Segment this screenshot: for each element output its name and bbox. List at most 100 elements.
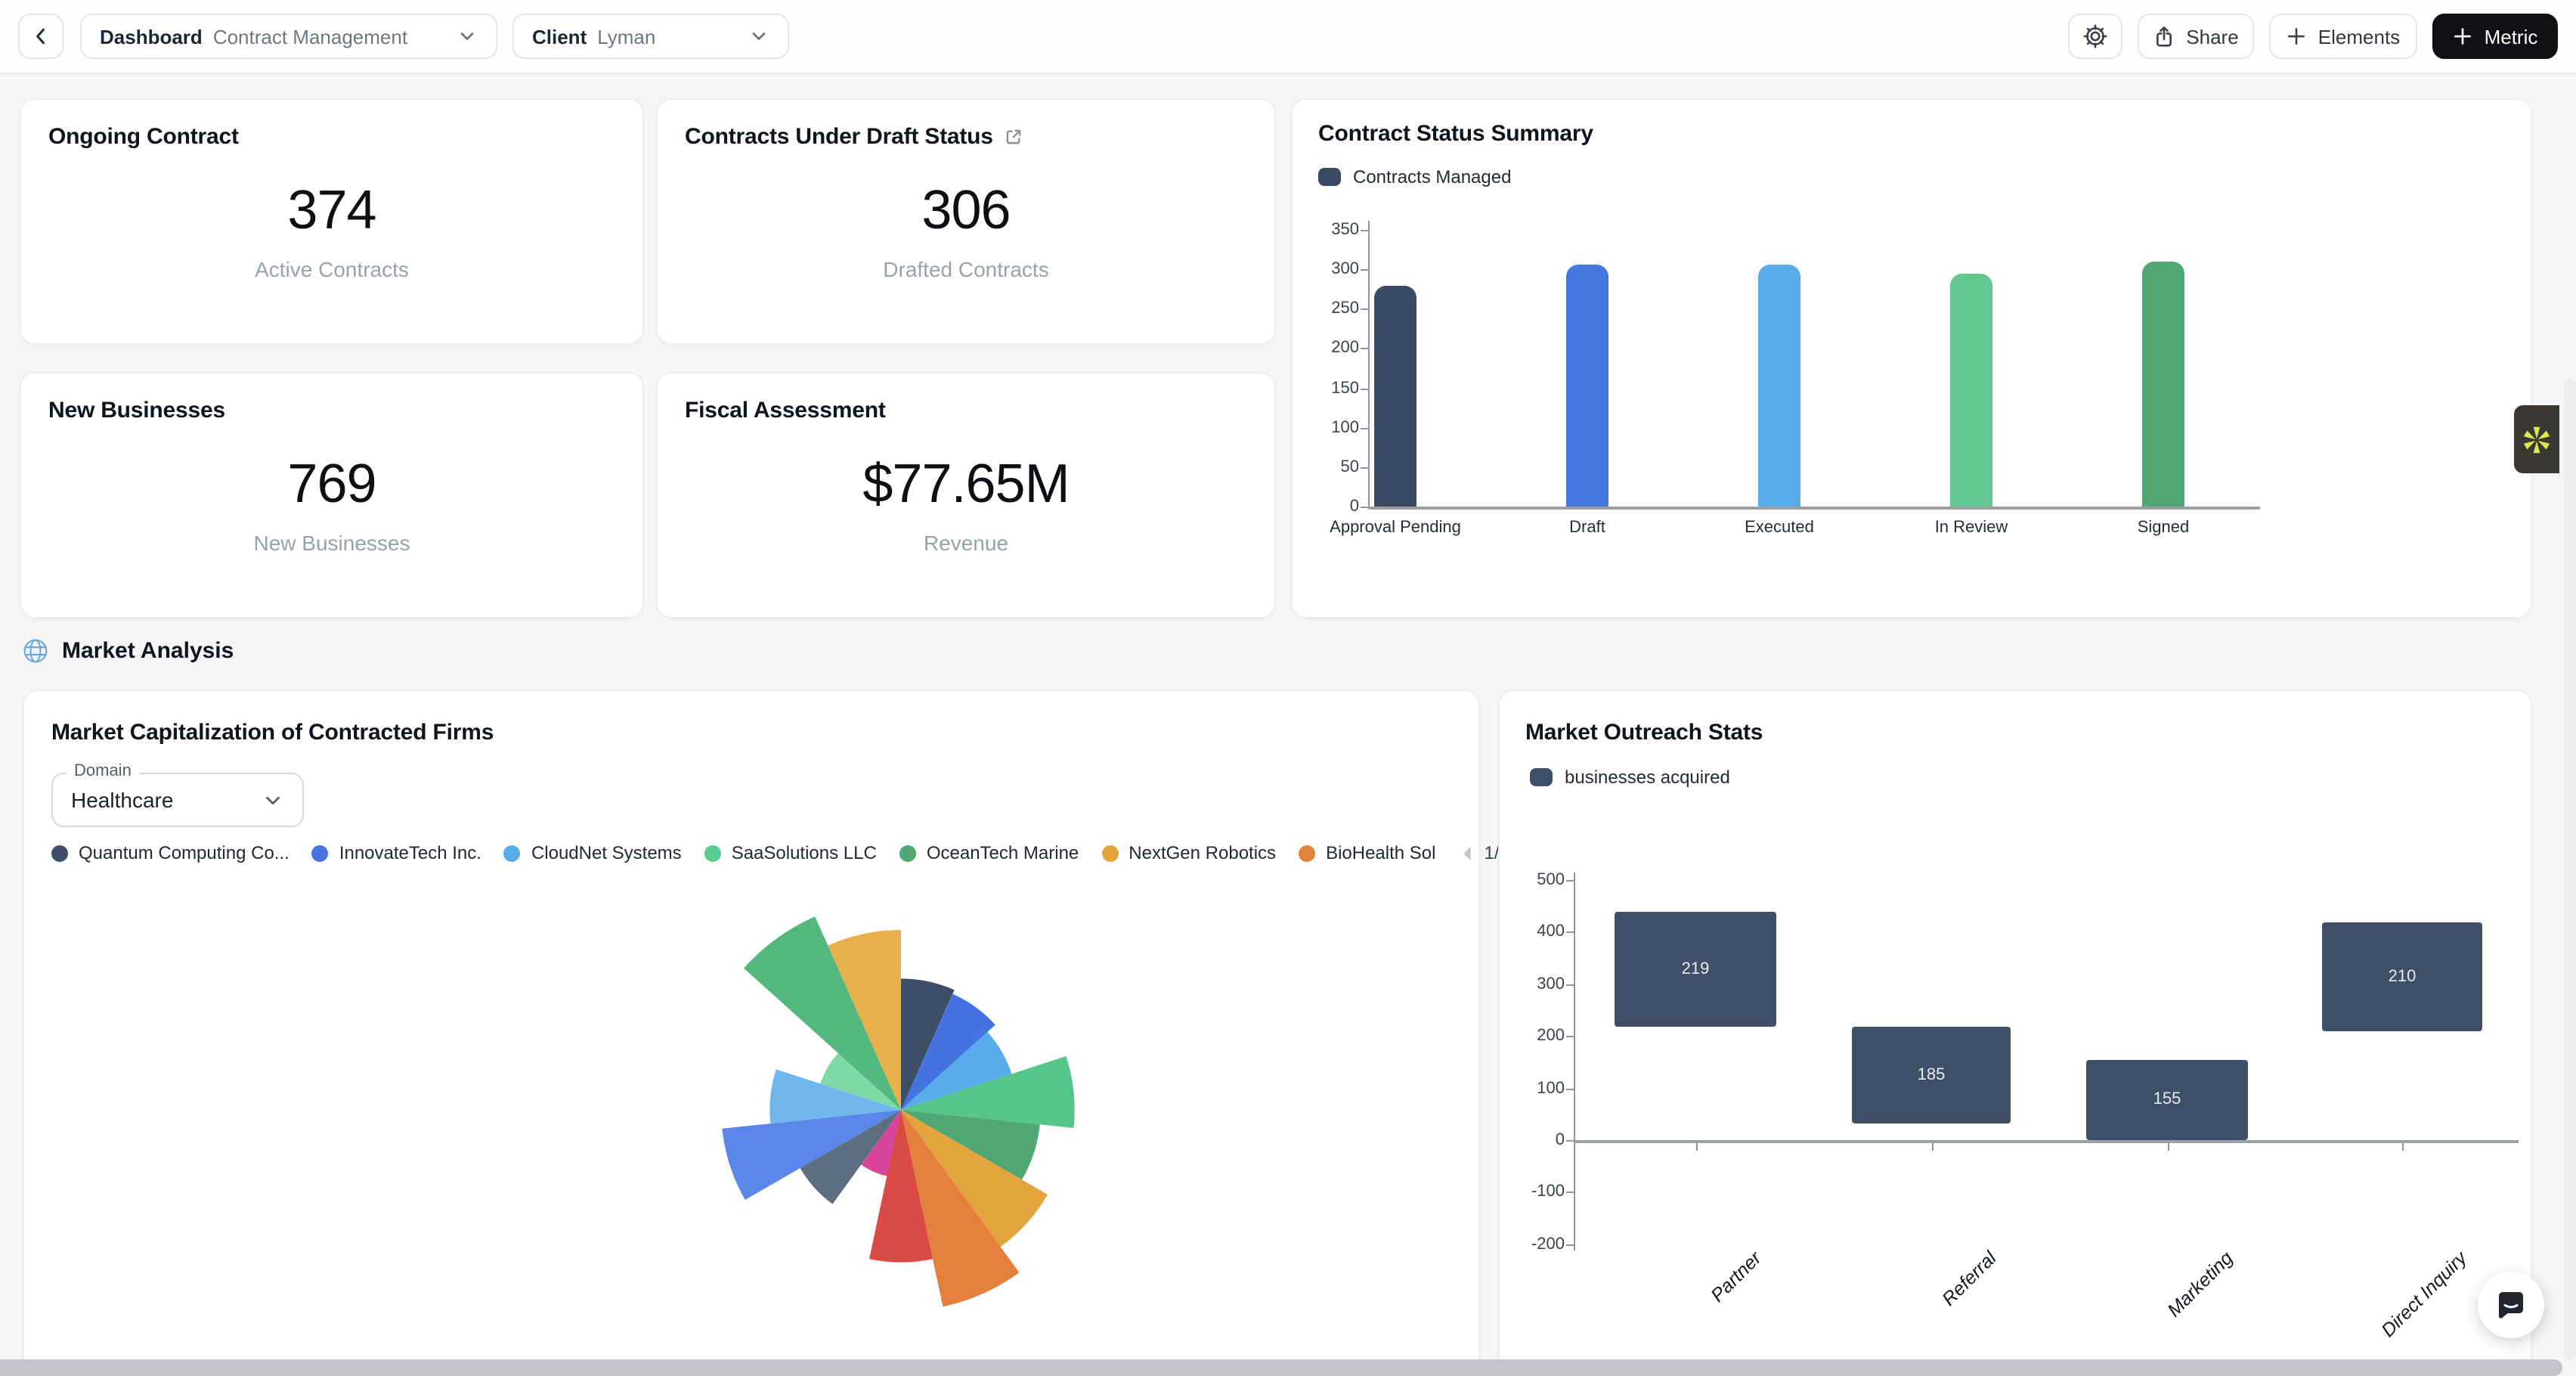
legend-item-label: Quantum Computing Co... <box>79 842 289 863</box>
pie-legend-item[interactable]: NextGen Robotics <box>1101 842 1276 863</box>
rose-slice[interactable] <box>861 1110 901 1176</box>
domain-select[interactable]: Healthcare <box>51 773 304 827</box>
x-axis-category-label: In Review <box>1934 519 2008 537</box>
waterfall-bar-marketing[interactable]: 155 <box>2086 1059 2248 1140</box>
y-axis-tick-mark <box>1566 931 1574 934</box>
plus-icon <box>2287 26 2308 47</box>
chat-bubble-icon <box>2493 1287 2529 1323</box>
y-axis-tick-mark <box>1566 1192 1574 1194</box>
horizontal-scrollbar-thumb[interactable] <box>0 1359 2562 1376</box>
x-axis-category-label: Partner <box>1706 1247 1765 1306</box>
x-axis-tick-mark <box>2402 1143 2404 1151</box>
card-title: New Businesses <box>48 398 225 423</box>
legend-dot <box>311 845 329 861</box>
x-axis-category-label: Marketing <box>2163 1247 2237 1322</box>
legend-dot <box>503 845 521 861</box>
x-axis-tick-mark <box>2167 1143 2169 1151</box>
y-axis-tick-label: 150 <box>1331 379 1359 398</box>
rose-slice[interactable] <box>820 1053 901 1110</box>
spark-asterisk-icon <box>2520 423 2553 456</box>
waterfall-bar-referral[interactable]: 185 <box>1852 1027 2011 1123</box>
y-axis-tick-mark <box>1361 308 1368 311</box>
y-axis-tick-label: 100 <box>1537 1079 1565 1098</box>
client-selector[interactable]: Client Lyman <box>512 14 789 59</box>
pie-legend-item[interactable]: OceanTech Marine <box>899 842 1079 863</box>
bar-in-review[interactable] <box>1950 273 1992 507</box>
pie-legend-item[interactable]: InnovateTech Inc. <box>311 842 481 863</box>
y-axis-tick-mark <box>1566 1244 1574 1246</box>
bar-draft[interactable] <box>1566 265 1608 507</box>
pie-legend-item[interactable]: Quantum Computing Co... <box>51 842 289 863</box>
rose-slice[interactable] <box>828 930 901 1110</box>
rose-slice[interactable] <box>769 1069 901 1124</box>
legend-swatch <box>1530 768 1553 786</box>
add-elements-button[interactable]: Elements <box>2269 14 2417 59</box>
bar-signed[interactable] <box>2142 262 2184 507</box>
y-axis-tick-label: 400 <box>1537 922 1565 941</box>
metric-card-new-businesses: New Businesses 769 New Businesses <box>20 372 644 618</box>
external-link-icon[interactable] <box>1004 127 1023 147</box>
x-axis-tick-mark <box>1695 1143 1697 1151</box>
rose-slice-saasolutions-llc[interactable] <box>901 1056 1075 1128</box>
y-axis-tick-mark <box>1566 880 1574 882</box>
pie-legend-item[interactable]: SaaSolutions LLC <box>704 842 877 863</box>
settings-button[interactable] <box>2068 14 2122 59</box>
rose-slice-cloudnet-systems[interactable] <box>901 1032 1012 1110</box>
top-bar: Dashboard Contract Management Client Lym… <box>0 0 2576 74</box>
legend-item-label: NextGen Robotics <box>1129 842 1277 863</box>
rose-slice[interactable] <box>869 1110 933 1263</box>
bar-executed[interactable] <box>1758 264 1800 507</box>
legend-businesses-acquired[interactable]: businesses acquired <box>1530 767 1730 788</box>
bar-chart-plot-area: 0 50 100 150 200 250 300 350 Approval Pending Dra… <box>1293 100 2534 620</box>
rose-slice-biohealth-sol[interactable] <box>901 1110 1020 1307</box>
y-axis-line <box>1368 221 1370 507</box>
metric-caption: Revenue <box>923 531 1009 555</box>
market-outreach-card: Market Outreach Stats businesses acquire… <box>1498 690 2532 1376</box>
legend-item-label: BioHealth Sol <box>1326 842 1436 863</box>
rose-slice-innovatetech-inc[interactable] <box>901 993 995 1110</box>
chevron-down-icon <box>748 26 769 47</box>
chart-title: Contract Status Summary <box>1318 121 1593 147</box>
rose-slice[interactable] <box>744 916 901 1110</box>
pie-legend-item[interactable]: CloudNet Systems <box>503 842 682 863</box>
rose-slice[interactable] <box>722 1110 901 1200</box>
x-axis-tick-mark <box>1931 1143 1933 1151</box>
y-axis-tick-mark <box>1566 984 1574 986</box>
y-axis-tick-label: 0 <box>1555 1131 1565 1149</box>
y-axis-tick-mark <box>1566 1036 1574 1038</box>
contract-status-summary-card: Contract Status Summary Contracts Manage… <box>1291 98 2532 618</box>
legend-dot <box>1101 845 1119 861</box>
legend-contracts-managed[interactable]: Contracts Managed <box>1318 166 1511 187</box>
metric-card-ongoing-contract: Ongoing Contract 374 Active Contracts <box>20 98 644 345</box>
rose-slice[interactable] <box>800 1110 901 1204</box>
legend-page-prev-icon[interactable] <box>1459 845 1475 861</box>
rose-slice-nextgen-robotics[interactable] <box>901 1110 1048 1247</box>
y-axis-tick-label: -100 <box>1531 1182 1565 1201</box>
vertical-scrollbar[interactable] <box>2564 378 2576 1359</box>
rose-polar-chart <box>722 916 1075 1307</box>
legend-dot <box>704 845 721 861</box>
share-button[interactable]: Share <box>2138 14 2254 59</box>
y-axis-tick-mark <box>1361 427 1368 429</box>
metric-card-fiscal-assessment: Fiscal Assessment $77.65M Revenue <box>656 372 1276 618</box>
waterfall-bar-direct-inquiry[interactable]: 210 <box>2322 922 2482 1031</box>
y-axis-tick-mark <box>1361 348 1368 350</box>
x-axis-category-label: Direct Inquiry <box>2377 1247 2472 1341</box>
globe-icon <box>23 638 48 664</box>
add-metric-button[interactable]: Metric <box>2432 14 2558 59</box>
bar-approval-pending[interactable] <box>1374 285 1416 507</box>
waterfall-bar-partner[interactable]: 219 <box>1615 912 1776 1027</box>
domain-select-label: Domain <box>67 762 139 780</box>
dashboard-selector[interactable]: Dashboard Contract Management <box>80 14 497 59</box>
assistant-spark-tab[interactable] <box>2514 405 2559 473</box>
pie-legend-item[interactable]: BioHealth Sol <box>1299 842 1436 863</box>
rose-slice-oceantech-marine[interactable] <box>901 1110 1040 1180</box>
client-selector-label: Client <box>532 25 587 48</box>
card-title: Ongoing Contract <box>48 124 239 150</box>
share-icon <box>2153 25 2175 48</box>
rose-slice-quantum-computing-co[interactable] <box>901 978 955 1110</box>
chat-launcher-button[interactable] <box>2478 1272 2544 1338</box>
back-button[interactable] <box>18 14 63 59</box>
client-selector-value: Lyman <box>597 25 656 48</box>
